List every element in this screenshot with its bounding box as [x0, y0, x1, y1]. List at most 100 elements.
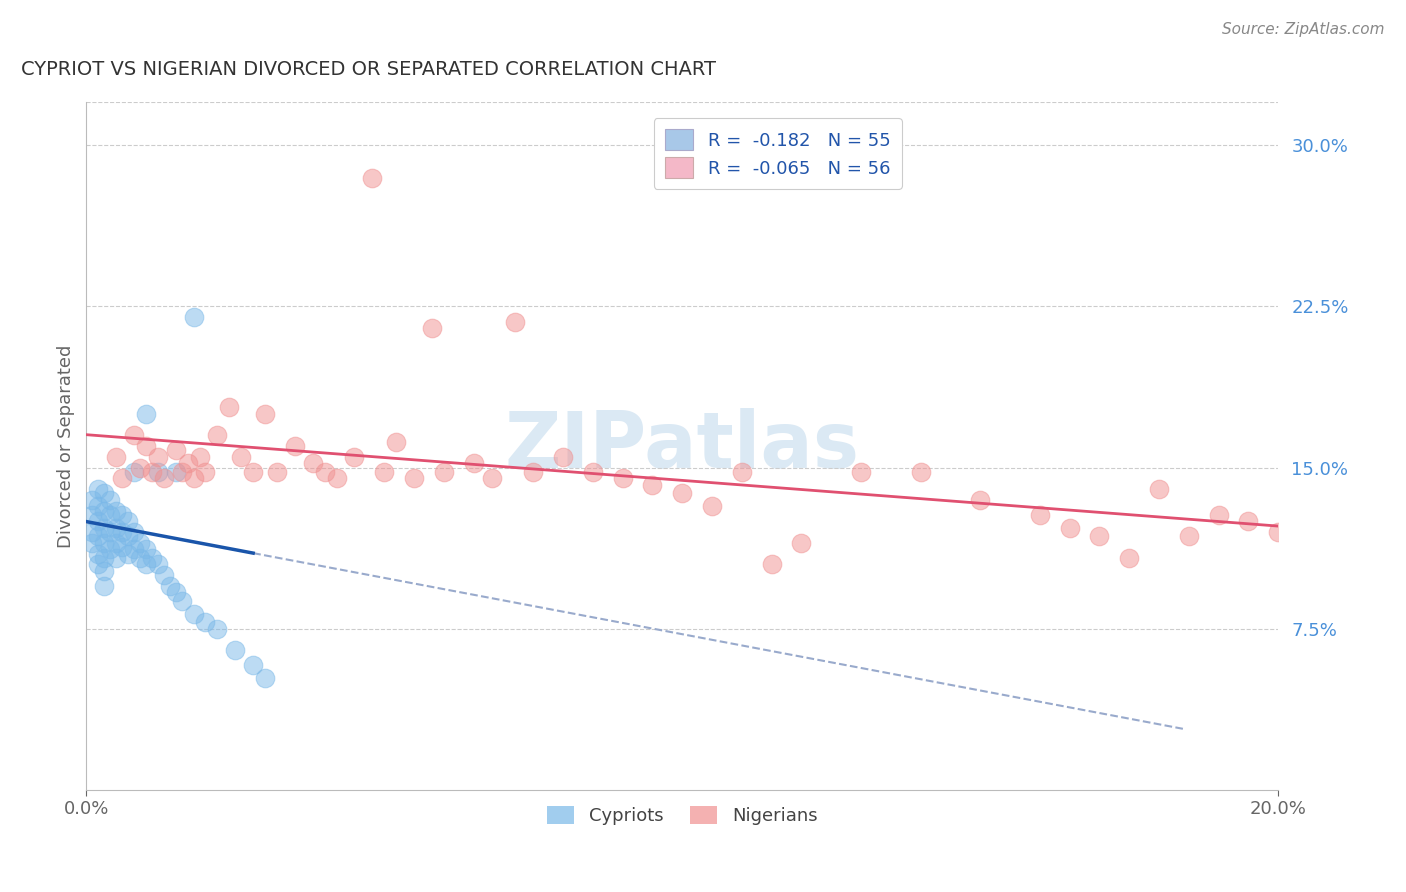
Point: [1059, 521, 1081, 535]
Point: [761, 558, 783, 572]
Point: [93, 579, 115, 593]
Point: [641, 478, 664, 492]
Point: [146, 465, 169, 479]
Point: [183, 471, 205, 485]
Point: [105, 550, 128, 565]
Point: [105, 521, 128, 535]
Point: [135, 439, 157, 453]
Point: [111, 508, 134, 522]
Point: [87, 500, 110, 514]
Point: [105, 503, 128, 517]
Point: [373, 465, 395, 479]
Point: [98, 492, 121, 507]
Point: [165, 585, 187, 599]
Point: [117, 529, 139, 543]
Point: [98, 525, 121, 540]
Point: [129, 460, 152, 475]
Point: [98, 508, 121, 522]
Text: ZIPatlas: ZIPatlas: [505, 409, 860, 484]
Point: [146, 450, 169, 464]
Point: [849, 465, 872, 479]
Point: [254, 671, 277, 685]
Point: [87, 529, 110, 543]
Point: [242, 465, 264, 479]
Point: [152, 568, 174, 582]
Point: [481, 471, 503, 485]
Text: CYPRIOT VS NIGERIAN DIVORCED OR SEPARATED CORRELATION CHART: CYPRIOT VS NIGERIAN DIVORCED OR SEPARATE…: [21, 60, 716, 78]
Point: [314, 465, 336, 479]
Point: [105, 536, 128, 550]
Point: [188, 450, 211, 464]
Point: [159, 579, 181, 593]
Text: Source: ZipAtlas.com: Source: ZipAtlas.com: [1222, 22, 1385, 37]
Point: [1118, 550, 1140, 565]
Point: [176, 456, 198, 470]
Point: [254, 407, 277, 421]
Point: [122, 542, 145, 557]
Point: [910, 465, 932, 479]
Point: [165, 465, 187, 479]
Point: [117, 514, 139, 528]
Point: [93, 564, 115, 578]
Point: [224, 643, 246, 657]
Point: [87, 547, 110, 561]
Point: [385, 434, 408, 449]
Y-axis label: Divorced or Separated: Divorced or Separated: [58, 344, 75, 548]
Point: [135, 542, 157, 557]
Point: [82, 508, 104, 522]
Point: [218, 401, 240, 415]
Point: [194, 465, 217, 479]
Point: [231, 450, 253, 464]
Point: [790, 536, 813, 550]
Point: [183, 607, 205, 621]
Point: [93, 536, 115, 550]
Point: [82, 536, 104, 550]
Point: [284, 439, 307, 453]
Point: [135, 558, 157, 572]
Point: [87, 514, 110, 528]
Point: [129, 536, 152, 550]
Point: [87, 558, 110, 572]
Point: [105, 450, 128, 464]
Point: [183, 310, 205, 325]
Point: [82, 492, 104, 507]
Point: [207, 428, 229, 442]
Point: [969, 492, 991, 507]
Point: [170, 594, 193, 608]
Point: [242, 658, 264, 673]
Point: [551, 450, 574, 464]
Point: [301, 456, 323, 470]
Point: [1029, 508, 1052, 522]
Point: [1147, 482, 1170, 496]
Point: [93, 503, 115, 517]
Point: [612, 471, 634, 485]
Point: [325, 471, 347, 485]
Point: [505, 314, 527, 328]
Point: [146, 558, 169, 572]
Point: [343, 450, 366, 464]
Point: [87, 482, 110, 496]
Point: [1267, 525, 1289, 540]
Point: [117, 547, 139, 561]
Point: [731, 465, 754, 479]
Point: [122, 465, 145, 479]
Point: [404, 471, 426, 485]
Point: [582, 465, 605, 479]
Point: [463, 456, 485, 470]
Point: [122, 525, 145, 540]
Point: [93, 521, 115, 535]
Point: [266, 465, 288, 479]
Point: [98, 542, 121, 557]
Point: [93, 486, 115, 500]
Point: [1237, 514, 1260, 528]
Point: [671, 486, 693, 500]
Point: [170, 465, 193, 479]
Point: [111, 471, 134, 485]
Point: [207, 622, 229, 636]
Point: [141, 465, 163, 479]
Point: [111, 525, 134, 540]
Point: [135, 407, 157, 421]
Point: [141, 550, 163, 565]
Point: [152, 471, 174, 485]
Point: [1208, 508, 1230, 522]
